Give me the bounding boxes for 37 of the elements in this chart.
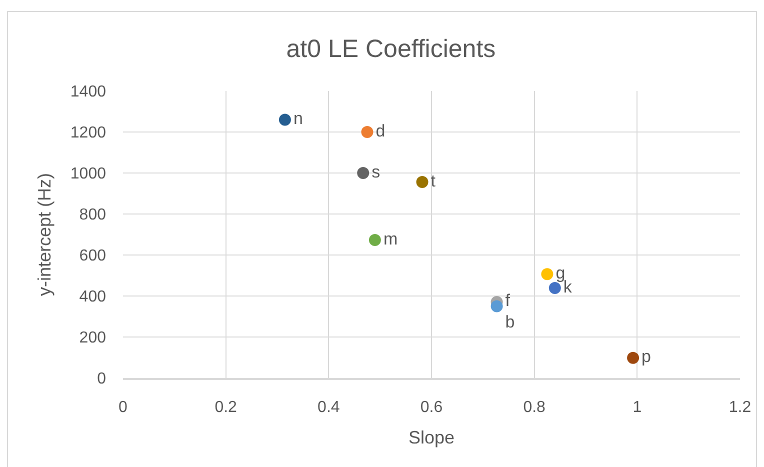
y-tick-label: 200 (79, 330, 106, 347)
y-tick-label: 1200 (70, 124, 106, 142)
point (627, 352, 640, 364)
series-label: d (376, 121, 386, 140)
series-label: p (642, 347, 652, 366)
y-tick-label: 1400 (70, 84, 106, 101)
x-axis-title: Slope (408, 428, 455, 448)
point (357, 167, 370, 179)
series-label: n (293, 108, 303, 128)
x-tick-label: 0.4 (318, 398, 340, 416)
y-tick-label: 800 (79, 206, 106, 224)
point (368, 234, 381, 246)
point (416, 176, 428, 188)
x-tick-label: 1 (632, 398, 642, 416)
x-tick-label: 0.8 (523, 398, 546, 416)
y-axis-title: y-intercept (Hz) (34, 172, 55, 296)
series-label: f (505, 291, 510, 310)
series-label: g (556, 263, 566, 282)
y-tick-label: 400 (79, 288, 106, 306)
series-label: s (372, 162, 380, 182)
chart-title: at0 LE Coefficients (286, 34, 496, 63)
point (361, 126, 374, 138)
x-tick-label: 1.2 (728, 398, 752, 416)
point (278, 114, 291, 126)
x-tick-label: 0.6 (420, 398, 443, 416)
series-label: b (505, 312, 515, 332)
y-tick-label: 1000 (70, 166, 106, 183)
series-label: k (563, 277, 572, 296)
series-label: t (430, 171, 436, 190)
point (490, 300, 503, 312)
y-tick-label: 600 (79, 248, 106, 265)
series-label: m (383, 229, 398, 248)
point (548, 282, 561, 294)
x-tick-label: 0.2 (214, 398, 238, 416)
point (541, 268, 554, 280)
y-tick-label: 0 (97, 370, 106, 388)
x-tick-label: 0 (118, 398, 128, 416)
